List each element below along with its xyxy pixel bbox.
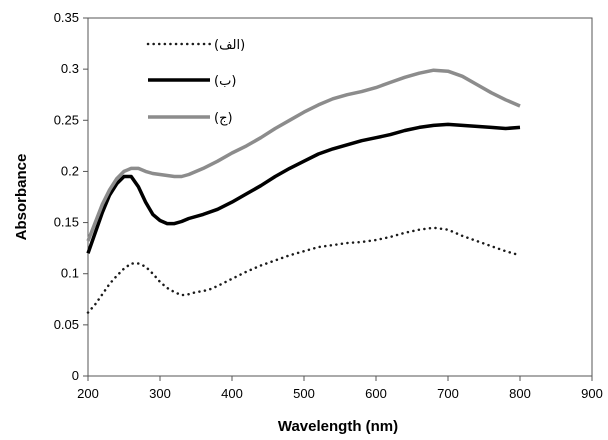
x-tick-label: 600 bbox=[365, 386, 387, 401]
legend: (الف) (ب) (ج) bbox=[146, 38, 245, 126]
series-line-2 bbox=[86, 122, 521, 254]
x-tick-label: 700 bbox=[437, 386, 459, 401]
y-tick-label: 0.15 bbox=[54, 215, 79, 230]
y-tick-label: 0.2 bbox=[61, 163, 79, 178]
legend-label-1: (الف) bbox=[214, 38, 245, 53]
series-line-3 bbox=[86, 68, 521, 242]
x-tick-label: 500 bbox=[293, 386, 315, 401]
plot-frame bbox=[87, 17, 593, 377]
y-tick-label: 0.35 bbox=[54, 10, 79, 25]
y-tick-label: 0 bbox=[72, 368, 79, 383]
legend-label-2: (ب) bbox=[214, 74, 236, 89]
x-tick-label: 200 bbox=[77, 386, 99, 401]
y-tick-label: 0.1 bbox=[61, 266, 79, 281]
legend-label-3: (ج) bbox=[214, 111, 233, 126]
y-tick-label: 0.3 bbox=[61, 61, 79, 76]
y-tick-label: 0.25 bbox=[54, 112, 79, 127]
x-axis-title: Wavelength (nm) bbox=[278, 418, 398, 435]
x-tick-label: 900 bbox=[581, 386, 603, 401]
series-line-1 bbox=[86, 226, 522, 314]
x-tick-label: 800 bbox=[509, 386, 531, 401]
x-tick-label: 400 bbox=[221, 386, 243, 401]
axes: 200 300 400 500 600 700 800 900 0 0.05 0.1 0.15 0.2 0… bbox=[54, 10, 603, 401]
y-tick-label: 0.05 bbox=[54, 317, 79, 332]
x-tick-label: 300 bbox=[149, 386, 171, 401]
series-group bbox=[86, 68, 522, 314]
y-axis-title: Absorbance bbox=[13, 154, 30, 241]
